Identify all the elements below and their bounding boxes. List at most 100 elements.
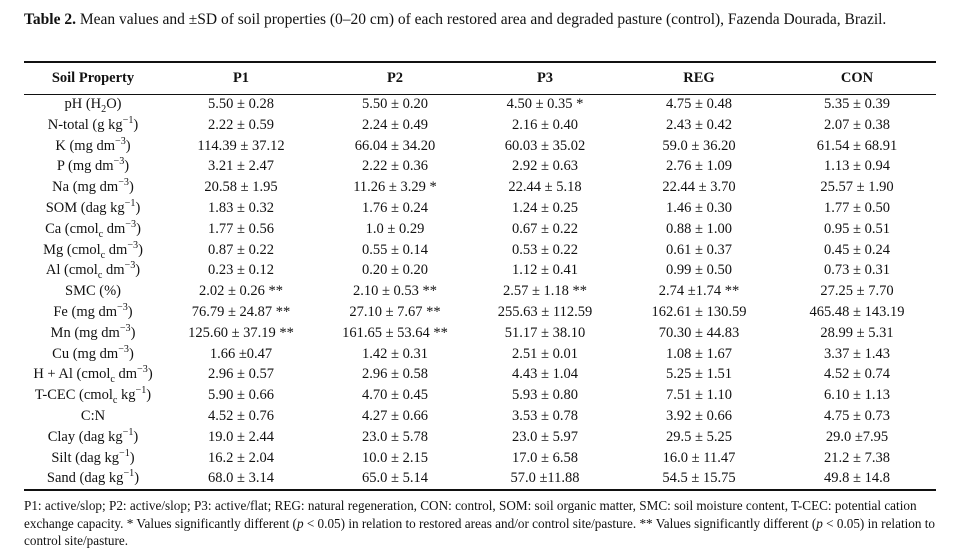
value-cell: 3.37 ± 1.43 (824, 345, 890, 362)
property-pre: Clay (dag kg (47, 428, 123, 445)
header-cell: P2 (386, 69, 404, 86)
value-cell: 27.10 ± 7.67 ** (349, 303, 441, 320)
value-cell: 22.44 ± 5.18 (508, 179, 582, 196)
property-sub: c (112, 395, 118, 407)
table-caption: Table 2. Mean values and ±SD of soil pro… (24, 9, 936, 31)
value-cell: 2.10 ± 0.53 ** (352, 283, 438, 300)
property-pre: Fe (mg dm (53, 303, 117, 320)
property-cell: pH (H2O) (24, 94, 162, 115)
value-cell: 1.76 ± 0.24 (362, 199, 428, 216)
value-cell: 27.25 ± 7.70 (820, 283, 894, 300)
value-cell: 66.04 ± 34.20 (354, 137, 436, 154)
footnote-p-symbol: p (296, 515, 304, 531)
value-cell: 1.08 ± 1.67 (666, 345, 732, 362)
value-cell: 0.67 ± 0.22 (512, 220, 578, 237)
value-cell: 2.96 ± 0.58 (362, 366, 428, 383)
property-cell: H + Al (cmolc dm−3) (24, 364, 162, 385)
header-cell: P3 (536, 69, 554, 86)
property-sup: −3 (125, 218, 137, 230)
value-cell: 6.10 ± 1.13 (824, 387, 890, 404)
property-sup: −3 (127, 239, 139, 251)
value-cell: 2.76 ± 1.09 (666, 158, 732, 175)
property-sup: −1 (122, 426, 134, 438)
value-cell: 70.30 ± 44.83 (658, 324, 740, 341)
property-pre: H + Al (cmol (33, 366, 111, 383)
value-cell: 7.51 ± 1.10 (666, 387, 732, 404)
property-post: ) (128, 179, 134, 196)
value-cell: 23.0 ± 5.97 (512, 428, 578, 445)
property-post: ) (133, 116, 139, 133)
value-cell: 60.03 ± 35.02 (504, 137, 586, 154)
table-row: Fe (mg dm−3) 76.79 ± 24.87 ** 27.10 ± 7.67… (24, 302, 936, 323)
property-post: ) (138, 241, 143, 258)
property-cell: Mg (cmolc dm−3) (24, 240, 162, 261)
table-footnote: P1: active/slop; P2: active/slop; P3: ac… (24, 497, 936, 550)
property-sub: c (100, 249, 106, 261)
property-post: O) (106, 96, 122, 112)
caption-text: Mean values and ±SD of soil properties (… (75, 11, 887, 28)
property-sup: −3 (113, 156, 125, 168)
value-cell: 4.52 ± 0.74 (824, 366, 890, 383)
value-cell: 19.0 ± 2.44 (208, 428, 274, 445)
bottom-rule (24, 489, 936, 491)
value-cell: 1.77 ± 0.56 (208, 220, 274, 237)
value-cell: 125.60 ± 37.19 ** (188, 324, 294, 341)
property-pre: Al (cmol (45, 262, 98, 279)
value-cell: 4.27 ± 0.66 (362, 407, 428, 424)
value-cell: 2.74 ±1.74 ** (658, 283, 740, 300)
property-sup: −1 (122, 114, 134, 126)
value-cell: 0.20 ± 0.20 (362, 262, 428, 279)
property-pre: Na (mg dm (52, 179, 119, 196)
value-cell: 21.2 ± 7.38 (824, 449, 890, 466)
property-post: ) (127, 303, 133, 320)
value-cell: 114.39 ± 37.12 (197, 137, 285, 154)
property-post: ) (135, 199, 141, 216)
table-row: K (mg dm−3) 114.39 ± 37.12 66.04 ± 34.20 60… (24, 136, 936, 157)
value-cell: 61.54 ± 68.91 (816, 137, 898, 154)
value-cell: 11.26 ± 3.29 * (353, 179, 437, 196)
property-post: ) (124, 158, 130, 175)
table-row: pH (H2O) 5.50 ± 0.28 5.50 ± 0.20 4.50 ± 0.3… (24, 94, 936, 115)
table-row: P (mg dm−3) 3.21 ± 2.47 2.22 ± 0.36 2.92 ± … (24, 156, 936, 177)
value-cell: 2.07 ± 0.38 (824, 116, 890, 133)
top-rule (24, 61, 936, 63)
property-pre: C:N (80, 407, 106, 424)
property-cell: K (mg dm−3) (24, 136, 162, 157)
value-cell: 4.70 ± 0.45 (362, 387, 428, 404)
property-post: ) (146, 387, 152, 404)
value-cell: 5.35 ± 0.39 (824, 96, 890, 112)
property-pre: Mn (mg dm (50, 324, 120, 341)
value-cell: 4.50 ± 0.35 * (506, 96, 584, 112)
table-row: Mg (cmolc dm−3) 0.87 ± 0.22 0.55 ± 0.14 0.5… (24, 240, 936, 261)
value-cell: 5.90 ± 0.66 (208, 387, 274, 404)
value-cell: 49.8 ± 14.8 (824, 470, 890, 487)
value-cell: 2.92 ± 0.63 (512, 158, 578, 175)
property-cell: Mn (mg dm−3) (24, 323, 162, 344)
value-cell: 20.58 ± 1.95 (204, 179, 278, 196)
value-cell: 2.16 ± 0.40 (512, 116, 578, 133)
value-cell: 17.0 ± 6.58 (512, 449, 578, 466)
value-cell: 0.23 ± 0.12 (208, 262, 274, 279)
value-cell: 1.12 ± 0.41 (512, 262, 578, 279)
value-cell: 3.92 ± 0.66 (666, 407, 732, 424)
table-row: SOM (dag kg−1) 1.83 ± 0.32 1.76 ± 0.24 1.24… (24, 198, 936, 219)
value-cell: 23.0 ± 5.78 (362, 428, 428, 445)
property-mid: dm (105, 241, 128, 258)
property-sup: −1 (119, 447, 130, 459)
table-row: SMC (%) 2.02 ± 0.26 ** 2.10 ± 0.53 ** 2.57 … (24, 281, 936, 302)
value-cell: 0.73 ± 0.31 (824, 262, 890, 279)
property-pre: Silt (dag kg (51, 449, 120, 466)
soil-properties-table: Soil Property P1 P2 P3 REG CON pH (H2O) 5… (24, 62, 936, 489)
value-cell: 29.0 ±7.95 (825, 428, 889, 445)
property-sup: −3 (117, 302, 128, 314)
value-cell: 0.88 ± 1.00 (666, 220, 732, 237)
value-cell: 1.24 ± 0.25 (512, 199, 578, 216)
value-cell: 51.17 ± 38.10 (504, 324, 586, 341)
value-cell: 0.99 ± 0.50 (666, 262, 732, 279)
property-cell: Fe (mg dm−3) (24, 302, 162, 323)
property-cell: Na (mg dm−3) (24, 177, 162, 198)
property-sup: −1 (135, 385, 147, 397)
property-post: ) (125, 137, 131, 154)
value-cell: 1.0 ± 0.29 (365, 220, 425, 237)
value-cell: 5.93 ± 0.80 (512, 387, 578, 404)
